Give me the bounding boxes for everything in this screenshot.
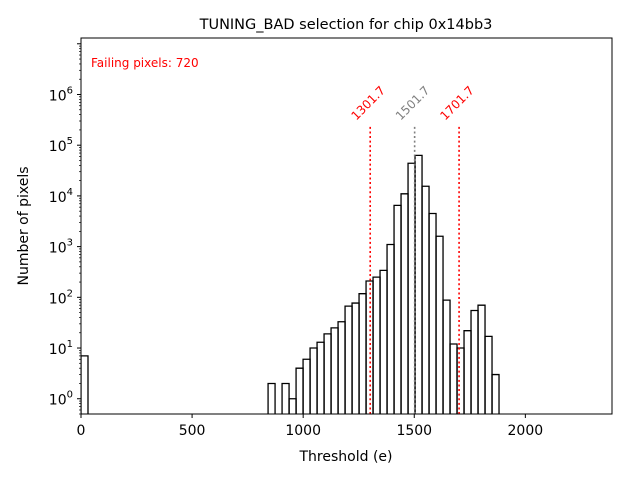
histogram-bin (267, 382, 276, 414)
histogram-bin (477, 304, 486, 414)
histogram-bin (379, 269, 388, 414)
y-tick-label: 104 (49, 187, 73, 206)
threshold-label: 1501.7 (393, 83, 433, 123)
y-tick-label: 106 (49, 85, 73, 104)
histogram-bin (414, 154, 423, 414)
histogram-bin (337, 321, 346, 414)
y-axis-ticks: 100 101 102 103 104 105 106 (49, 43, 81, 415)
x-axis-label: Threshold (e) (299, 449, 393, 465)
histogram-bin (295, 367, 304, 414)
chart-title: TUNING_BAD selection for chip 0x14bb3 (199, 17, 493, 33)
histogram-bin (491, 373, 500, 414)
failing-pixels-annotation: Failing pixels: 720 (91, 56, 199, 70)
histogram-bin (449, 343, 458, 414)
histogram-bin (351, 302, 360, 414)
threshold-label: 1301.7 (348, 83, 388, 123)
x-tick-label: 2000 (508, 423, 544, 439)
y-tick-label: 105 (49, 136, 73, 155)
y-axis-label: Number of pixels (16, 166, 32, 285)
histogram-bin (81, 355, 89, 414)
y-tick-label: 100 (49, 390, 73, 409)
histogram-bin (463, 330, 472, 414)
histogram-bin (316, 341, 325, 414)
x-tick-label: 1500 (396, 423, 432, 439)
histogram-bin (428, 212, 437, 414)
histogram-bin (372, 276, 381, 414)
histogram-bin (288, 398, 297, 414)
histogram-bin (484, 335, 493, 414)
histogram-bin (358, 293, 367, 414)
y-tick-label: 101 (49, 339, 73, 358)
histogram-bin (435, 235, 444, 414)
histogram-bin (470, 309, 479, 414)
plot-area (81, 154, 500, 414)
histogram-bin (330, 327, 339, 414)
annotations: Failing pixels: 720 (91, 56, 199, 70)
y-tick-label: 103 (49, 238, 73, 257)
threshold-label: 1701.7 (437, 83, 477, 123)
histogram-bin (442, 299, 451, 414)
x-tick-label: 500 (179, 423, 206, 439)
histogram-bin (309, 347, 318, 414)
x-tick-label: 0 (77, 423, 86, 439)
histogram-bin (344, 305, 353, 414)
x-axis-ticks: 0 500 1000 1500 2000 (77, 414, 544, 439)
histogram-bin (386, 243, 395, 414)
x-tick-label: 1000 (285, 423, 321, 439)
histogram-bin (323, 333, 332, 414)
axes-frame (80, 37, 613, 415)
histogram-bin (456, 347, 465, 414)
y-tick-label: 102 (49, 288, 73, 307)
histogram-bin (393, 204, 402, 414)
histogram-bin (400, 193, 409, 414)
histogram-bin (302, 358, 311, 414)
histogram-bin (421, 185, 430, 414)
